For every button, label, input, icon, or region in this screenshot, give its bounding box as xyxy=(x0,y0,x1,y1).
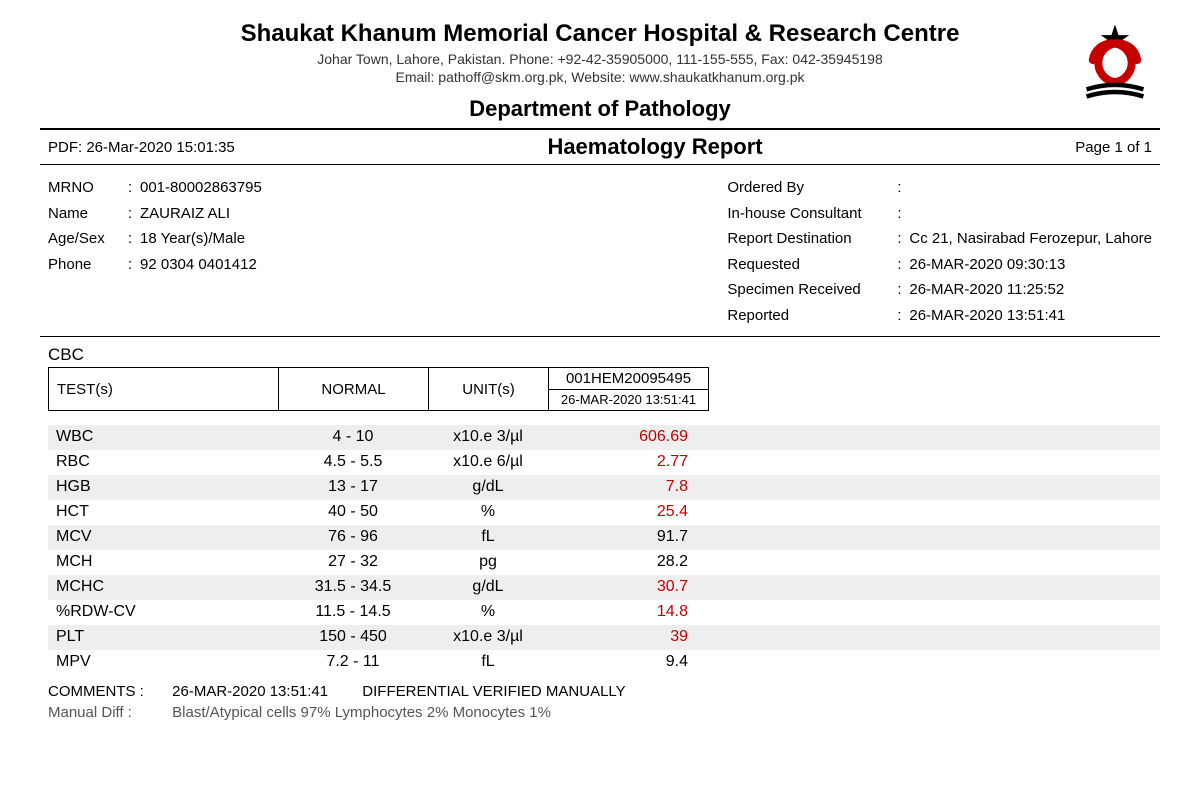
results-body: WBC4 - 10x10.e 3/µl606.69RBC4.5 - 5.5x10… xyxy=(48,425,1160,675)
cell-normal: 7.2 - 11 xyxy=(278,653,428,671)
hospital-logo-icon xyxy=(1070,20,1160,100)
cell-value: 39 xyxy=(548,628,708,646)
result-row: MPV7.2 - 11fL9.4 xyxy=(48,650,1160,675)
th-specimen-id: 001HEM20095495 xyxy=(549,368,709,390)
cell-unit: % xyxy=(428,603,548,621)
page-indicator: Page 1 of 1 xyxy=(1075,139,1152,156)
patient-info-block: MRNO:001-80002863795 Name:ZAURAIZ ALI Ag… xyxy=(40,165,1160,337)
cell-normal: 4 - 10 xyxy=(278,428,428,446)
phone-label: Phone xyxy=(48,252,128,278)
cell-value: 91.7 xyxy=(548,528,708,546)
cell-test: %RDW-CV xyxy=(48,603,278,621)
cell-test: HGB xyxy=(48,478,278,496)
cell-unit: x10.e 3/µl xyxy=(428,628,548,646)
cell-unit: fL xyxy=(428,653,548,671)
cell-test: PLT xyxy=(48,628,278,646)
cell-normal: 150 - 450 xyxy=(278,628,428,646)
result-row: MCHC31.5 - 34.5g/dL30.7 xyxy=(48,575,1160,600)
cell-value: 30.7 xyxy=(548,578,708,596)
cell-normal: 4.5 - 5.5 xyxy=(278,453,428,471)
result-row: WBC4 - 10x10.e 3/µl606.69 xyxy=(48,425,1160,450)
hospital-contact: Email: pathoff@skm.org.pk, Website: www.… xyxy=(40,68,1160,86)
pdf-timestamp: PDF: 26-Mar-2020 15:01:35 xyxy=(48,139,235,156)
consultant-label: In-house Consultant xyxy=(727,201,897,227)
result-row: PLT150 - 450x10.e 3/µl39 xyxy=(48,625,1160,650)
reported-label: Reported xyxy=(727,303,897,329)
cell-value: 2.77 xyxy=(548,453,708,471)
results-header-wrap: TEST(s) NORMAL UNIT(s) 001HEM20095495 26… xyxy=(48,367,1160,411)
cell-unit: fL xyxy=(428,528,548,546)
result-row: HGB13 - 17g/dL7.8 xyxy=(48,475,1160,500)
cell-normal: 31.5 - 34.5 xyxy=(278,578,428,596)
section-label: CBC xyxy=(48,345,1160,365)
result-row: %RDW-CV11.5 - 14.5%14.8 xyxy=(48,600,1160,625)
dest-value: Cc 21, Nasirabad Ferozepur, Lahore xyxy=(909,226,1152,252)
th-test: TEST(s) xyxy=(49,368,279,411)
results-header-table: TEST(s) NORMAL UNIT(s) 001HEM20095495 26… xyxy=(48,367,709,411)
cell-value: 7.8 xyxy=(548,478,708,496)
comments-label: COMMENTS : xyxy=(48,683,168,700)
cell-unit: x10.e 3/µl xyxy=(428,428,548,446)
title-bar: PDF: 26-Mar-2020 15:01:35 Haematology Re… xyxy=(40,128,1160,165)
cell-test: MPV xyxy=(48,653,278,671)
cell-test: MCH xyxy=(48,553,278,571)
requested-label: Requested xyxy=(727,252,897,278)
department-title: Department of Pathology xyxy=(40,96,1160,122)
patient-left-col: MRNO:001-80002863795 Name:ZAURAIZ ALI Ag… xyxy=(48,175,262,328)
cell-normal: 27 - 32 xyxy=(278,553,428,571)
ordered-by-label: Ordered By xyxy=(727,175,897,201)
name-label: Name xyxy=(48,201,128,227)
agesex-value: 18 Year(s)/Male xyxy=(140,230,245,247)
cell-unit: g/dL xyxy=(428,478,548,496)
agesex-label: Age/Sex xyxy=(48,226,128,252)
order-right-col: Ordered By: In-house Consultant: Report … xyxy=(727,175,1152,328)
cell-unit: x10.e 6/µl xyxy=(428,453,548,471)
th-normal: NORMAL xyxy=(279,368,429,411)
cell-normal: 13 - 17 xyxy=(278,478,428,496)
cell-value: 28.2 xyxy=(548,553,708,571)
result-row: HCT40 - 50%25.4 xyxy=(48,500,1160,525)
reported-value: 26-MAR-2020 13:51:41 xyxy=(909,307,1065,324)
received-label: Specimen Received xyxy=(727,277,897,303)
cell-value: 606.69 xyxy=(548,428,708,446)
hospital-name: Shaukat Khanum Memorial Cancer Hospital … xyxy=(40,20,1160,48)
cell-normal: 11.5 - 14.5 xyxy=(278,603,428,621)
received-value: 26-MAR-2020 11:25:52 xyxy=(909,281,1064,298)
manual-diff-line: Manual Diff : Blast/Atypical cells 97% L… xyxy=(40,704,1160,721)
cell-test: WBC xyxy=(48,428,278,446)
letterhead: Shaukat Khanum Memorial Cancer Hospital … xyxy=(40,20,1160,86)
phone-value: 92 0304 0401412 xyxy=(140,256,257,273)
manual-diff-text: Blast/Atypical cells 97% Lymphocytes 2% … xyxy=(172,704,551,721)
result-row: MCV76 - 96fL91.7 xyxy=(48,525,1160,550)
th-unit: UNIT(s) xyxy=(429,368,549,411)
cell-normal: 76 - 96 xyxy=(278,528,428,546)
mrno-value: 001-80002863795 xyxy=(140,179,262,196)
cell-unit: pg xyxy=(428,553,548,571)
cell-value: 25.4 xyxy=(548,503,708,521)
cell-value: 9.4 xyxy=(548,653,708,671)
cell-test: MCV xyxy=(48,528,278,546)
cell-value: 14.8 xyxy=(548,603,708,621)
report-title: Haematology Report xyxy=(235,134,1075,160)
cell-normal: 40 - 50 xyxy=(278,503,428,521)
comments-ts: 26-MAR-2020 13:51:41 xyxy=(172,683,328,700)
hospital-address: Johar Town, Lahore, Pakistan. Phone: +92… xyxy=(40,50,1160,68)
dest-label: Report Destination xyxy=(727,226,897,252)
cell-unit: % xyxy=(428,503,548,521)
requested-value: 26-MAR-2020 09:30:13 xyxy=(909,256,1065,273)
result-row: MCH27 - 32pg28.2 xyxy=(48,550,1160,575)
th-specimen-ts: 26-MAR-2020 13:51:41 xyxy=(549,390,709,411)
mrno-label: MRNO xyxy=(48,175,128,201)
cell-test: RBC xyxy=(48,453,278,471)
cell-test: HCT xyxy=(48,503,278,521)
result-row: RBC4.5 - 5.5x10.e 6/µl2.77 xyxy=(48,450,1160,475)
cell-test: MCHC xyxy=(48,578,278,596)
comments-text: DIFFERENTIAL VERIFIED MANUALLY xyxy=(362,683,625,700)
manual-diff-label: Manual Diff : xyxy=(48,704,168,721)
cell-unit: g/dL xyxy=(428,578,548,596)
comments-line: COMMENTS : 26-MAR-2020 13:51:41 DIFFEREN… xyxy=(40,683,1160,700)
name-value: ZAURAIZ ALI xyxy=(140,205,230,222)
